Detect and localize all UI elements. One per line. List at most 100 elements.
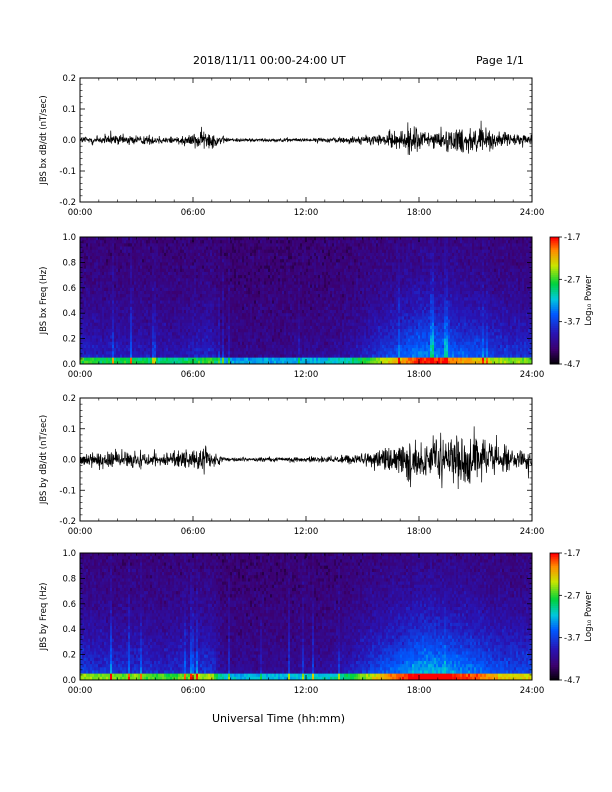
spectrogram-cell bbox=[348, 259, 351, 263]
spectrogram-cell bbox=[264, 262, 267, 266]
spectrogram-cell bbox=[510, 240, 513, 244]
spectrogram-cell bbox=[388, 240, 391, 244]
spectrogram-cell bbox=[404, 265, 407, 270]
spectrogram-cell bbox=[526, 237, 529, 241]
spectrogram-cell bbox=[274, 268, 277, 273]
spectrogram-cell bbox=[102, 240, 105, 244]
spectrogram-cell bbox=[326, 262, 329, 266]
spectrogram-cell bbox=[254, 240, 257, 244]
spectrogram-cell bbox=[482, 252, 485, 257]
spectrogram-cell bbox=[276, 249, 279, 254]
spectrogram-cell bbox=[480, 268, 483, 273]
spectrogram-cell bbox=[448, 240, 451, 244]
spectrogram-cell bbox=[86, 237, 89, 241]
spectrogram-cell bbox=[170, 259, 173, 263]
spectrogram-cell bbox=[228, 249, 231, 254]
spectrogram-cell bbox=[456, 246, 459, 251]
spectrogram-cell bbox=[170, 240, 173, 244]
spectrogram-cell bbox=[182, 259, 185, 263]
spectrogram-cell bbox=[524, 252, 527, 257]
spectrogram-cell bbox=[152, 243, 155, 247]
spectrogram-cell bbox=[112, 249, 115, 254]
spectrogram-cell bbox=[476, 237, 479, 241]
spectrogram-cell bbox=[416, 243, 419, 247]
spectrogram-cell bbox=[324, 249, 327, 254]
spectrogram-cell bbox=[260, 246, 263, 251]
spectrogram-cell bbox=[96, 268, 99, 273]
spectrogram-cell bbox=[120, 268, 123, 273]
spectrogram-cell bbox=[304, 265, 307, 270]
spectrogram-cell bbox=[84, 243, 87, 247]
spectrogram-cell bbox=[286, 259, 289, 263]
spectrogram-cell bbox=[330, 262, 333, 266]
spectrogram-cell bbox=[138, 237, 141, 241]
spectrogram-cell bbox=[306, 246, 309, 251]
spectrogram-cell bbox=[426, 246, 429, 251]
spectrogram-cell bbox=[296, 268, 299, 273]
spectrogram-cell bbox=[508, 240, 511, 244]
spectrogram-cell bbox=[374, 265, 377, 270]
spectrogram-cell bbox=[390, 243, 393, 247]
spectrogram-cell bbox=[310, 249, 313, 254]
spectrogram-cell bbox=[442, 259, 445, 263]
spectrogram-cell bbox=[408, 252, 411, 257]
spectrogram-cell bbox=[398, 252, 401, 257]
spectrogram-cell bbox=[90, 271, 93, 276]
spectrogram-cell bbox=[192, 265, 195, 270]
spectrogram-cell bbox=[88, 237, 91, 241]
spectrogram-cell bbox=[234, 237, 237, 241]
spectrogram-cell bbox=[296, 259, 299, 263]
spectrogram-cell bbox=[318, 243, 321, 247]
spectrogram-cell bbox=[448, 237, 451, 241]
spectrogram-cell bbox=[148, 271, 151, 276]
spectrogram-cell bbox=[82, 252, 85, 257]
spectrogram-cell bbox=[282, 249, 285, 254]
spectrogram-cell bbox=[244, 265, 247, 270]
spectrogram-cell bbox=[382, 243, 385, 247]
spectrogram-cell bbox=[142, 271, 145, 276]
spectrogram-cell bbox=[478, 252, 481, 257]
spectrogram-cell bbox=[196, 249, 199, 254]
spectrogram-cell bbox=[116, 249, 119, 254]
spectrogram-cell bbox=[314, 246, 317, 251]
spectrogram-cell bbox=[438, 243, 441, 247]
spectrogram-cell bbox=[102, 259, 105, 263]
spectrogram-cell bbox=[164, 237, 167, 241]
spectrogram-cell bbox=[114, 252, 117, 257]
spectrogram-cell bbox=[264, 259, 267, 263]
spectrogram-cell bbox=[98, 265, 101, 270]
spectrogram-cell bbox=[244, 237, 247, 241]
spectrogram-cell bbox=[176, 252, 179, 257]
spectrogram-cell bbox=[390, 259, 393, 263]
spectrogram-cell bbox=[246, 262, 249, 266]
spectrogram-cell bbox=[122, 265, 125, 270]
spectrogram-cell bbox=[264, 256, 267, 260]
spectrogram-cell bbox=[356, 268, 359, 273]
spectrogram-cell bbox=[358, 246, 361, 251]
spectrogram-cell bbox=[400, 243, 403, 247]
spectrogram-cell bbox=[250, 240, 253, 244]
spectrogram-cell bbox=[268, 252, 271, 257]
spectrogram-cell bbox=[182, 268, 185, 273]
spectrogram-cell bbox=[270, 265, 273, 270]
spectrogram-cell bbox=[344, 271, 347, 276]
spectrogram-cell bbox=[274, 246, 277, 251]
spectrogram-cell bbox=[488, 256, 491, 260]
spectrogram-cell bbox=[518, 268, 521, 273]
spectrogram-cell bbox=[338, 256, 341, 260]
spectrogram-cell bbox=[186, 246, 189, 251]
spectrogram-cell bbox=[466, 262, 469, 266]
spectrogram-cell bbox=[462, 243, 465, 247]
spectrogram-cell bbox=[484, 237, 487, 241]
spectrogram-cell bbox=[284, 246, 287, 251]
spectrogram-cell bbox=[448, 246, 451, 251]
spectrogram-cell bbox=[158, 256, 161, 260]
spectrogram-cell bbox=[130, 252, 133, 257]
spectrogram-cell bbox=[326, 268, 329, 273]
spectrogram-cell bbox=[470, 262, 473, 266]
spectrogram-cell bbox=[162, 252, 165, 257]
spectrogram-cell bbox=[476, 243, 479, 247]
spectrogram-cell bbox=[104, 252, 107, 257]
spectrogram-cell bbox=[304, 271, 307, 276]
spectrogram-cell bbox=[390, 249, 393, 254]
